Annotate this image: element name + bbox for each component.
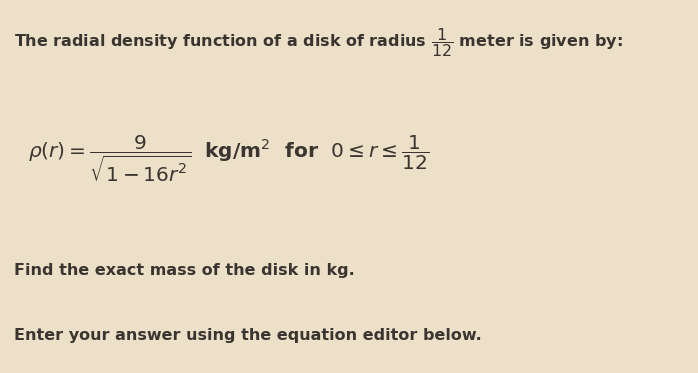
Text: $\rho(r) = \dfrac{9}{\sqrt{1-16r^2}}\;$ kg/m$^2$  for  $0 \leq r \leq \dfrac{1}{: $\rho(r) = \dfrac{9}{\sqrt{1-16r^2}}\;$ …: [28, 134, 429, 184]
Text: The radial density function of a disk of radius $\dfrac{1}{12}$ meter is given b: The radial density function of a disk of…: [14, 26, 623, 59]
Text: Find the exact mass of the disk in kg.: Find the exact mass of the disk in kg.: [14, 263, 355, 278]
Text: Enter your answer using the equation editor below.: Enter your answer using the equation edi…: [14, 328, 482, 343]
